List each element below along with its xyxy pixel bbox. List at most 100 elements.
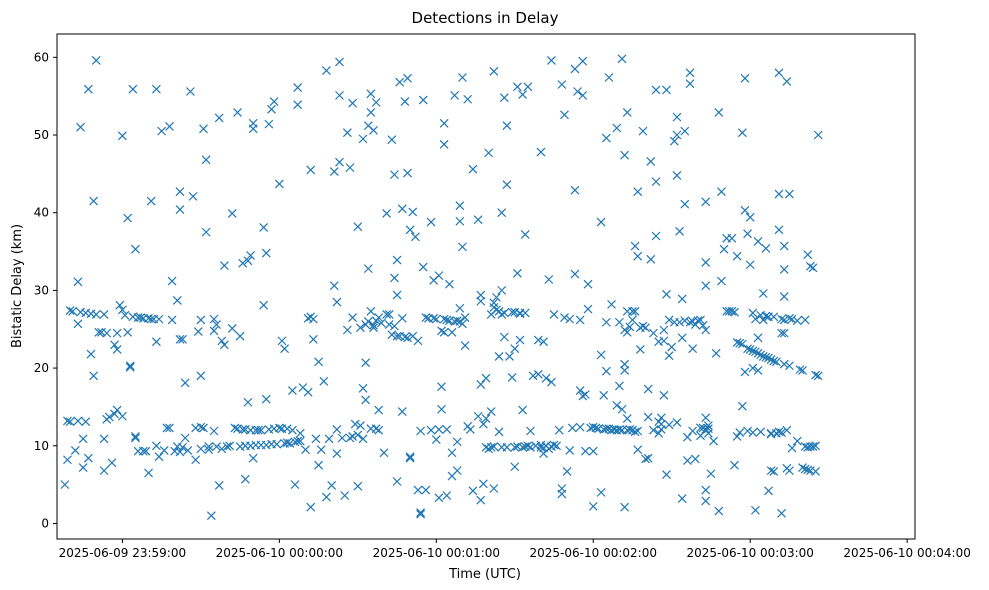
data-point [774,68,784,78]
data-point [324,434,334,444]
data-point [614,381,624,391]
data-point [196,422,206,432]
data-point [403,73,412,83]
data-point [641,454,650,464]
data-point [756,427,766,437]
data-point [400,332,410,342]
data-point [753,348,763,358]
data-point [492,292,501,302]
data-point [717,187,726,197]
data-point [253,425,263,435]
data-point [688,344,698,354]
data-point [565,446,575,455]
data-point [672,130,682,140]
data-point [664,420,674,430]
data-point [803,250,813,260]
data-point [439,327,449,337]
axes-frame [56,33,916,540]
data-point [596,350,606,360]
data-point [306,165,316,175]
data-point [612,123,622,133]
data-point [204,442,214,451]
data-point [188,191,198,201]
data-point [387,330,397,340]
data-point [175,447,185,457]
data-point [476,495,486,505]
data-point [348,98,358,108]
data-point [808,442,818,451]
data-point [416,509,426,519]
data-point [269,97,279,107]
data-point [473,411,483,421]
data-point [761,352,771,362]
data-point [295,428,305,438]
data-point [607,299,616,309]
data-point [748,428,758,437]
data-point [303,387,313,397]
data-point [138,446,148,456]
data-point [654,428,664,438]
data-point [235,331,245,341]
data-point [633,187,643,197]
data-point [497,310,507,319]
data-point [740,73,750,83]
data-point [701,257,711,267]
data-point [83,453,93,463]
data-point [701,281,711,291]
data-point [484,148,494,158]
data-point [476,290,486,300]
data-point [447,327,457,337]
data-point [212,442,221,451]
data-point [701,485,711,495]
data-point [672,112,682,122]
data-point [361,358,371,368]
data-point [662,289,671,299]
data-point [737,401,747,411]
data-point [353,430,363,440]
data-point [248,124,258,134]
data-point [209,426,219,436]
data-point [777,328,787,338]
data-point [332,449,342,458]
data-point [792,316,802,326]
data-point [785,313,794,323]
data-point [622,108,632,117]
y-axis-label: Bistatic Delay (km) [10,224,25,348]
data-point [413,336,423,346]
data-point [267,104,276,114]
data-point [701,413,711,423]
data-point [497,208,507,218]
data-point [431,314,441,324]
data-point [779,315,789,325]
data-point [696,315,705,325]
data-point [635,345,645,354]
data-point [764,353,773,363]
data-point [395,77,405,87]
data-point [664,351,674,361]
data-point [68,306,78,316]
data-point [494,427,504,437]
data-point [486,407,496,417]
data-point [282,438,292,448]
data-point [345,433,355,443]
data-point [123,213,133,223]
data-point [546,377,556,387]
data-point [91,310,101,319]
data-point [696,431,705,441]
data-point [405,225,415,235]
data-point [651,177,661,187]
data-point [405,453,415,463]
data-point [209,326,219,336]
data-point [308,314,318,324]
data-point [798,463,807,472]
data-point [369,323,378,333]
data-point [465,425,475,434]
data-point [523,82,533,92]
data-point [518,90,528,100]
data-point [361,395,371,405]
data-point [434,425,444,434]
data-point [408,207,418,217]
data-point [732,338,742,347]
data-point [227,324,237,333]
data-point [567,423,577,433]
